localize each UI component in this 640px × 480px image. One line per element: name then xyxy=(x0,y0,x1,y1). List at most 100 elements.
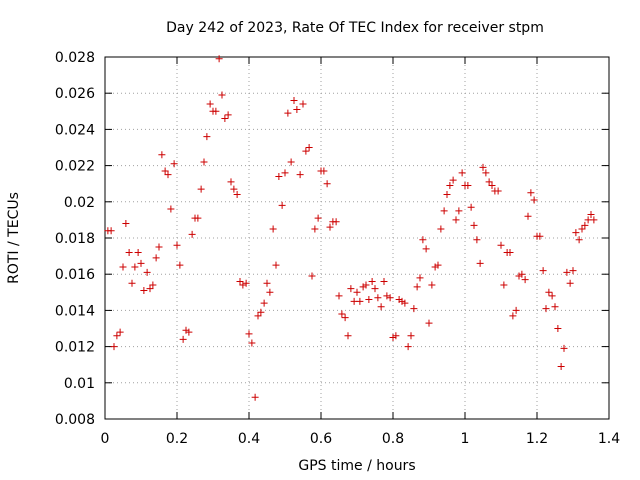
data-point xyxy=(203,133,211,141)
data-point xyxy=(542,305,550,313)
data-point xyxy=(293,105,301,113)
data-point xyxy=(215,55,223,63)
data-point xyxy=(287,158,295,166)
data-point xyxy=(125,248,133,256)
x-tick-label: 0.4 xyxy=(238,431,260,447)
data-point xyxy=(242,279,250,287)
data-point xyxy=(119,263,127,271)
data-point xyxy=(482,169,490,177)
data-point xyxy=(389,334,397,342)
data-point xyxy=(155,243,163,251)
data-point xyxy=(431,263,439,271)
data-point xyxy=(359,283,367,291)
data-point xyxy=(233,191,241,199)
data-point xyxy=(458,169,466,177)
data-point xyxy=(140,286,148,294)
data-point xyxy=(455,207,463,215)
data-point xyxy=(236,277,244,285)
data-point xyxy=(416,274,424,282)
data-point xyxy=(476,259,484,267)
data-point xyxy=(410,305,418,313)
data-point xyxy=(182,326,190,334)
data-point xyxy=(362,281,370,289)
data-point xyxy=(536,232,544,240)
data-point xyxy=(296,171,304,179)
data-point xyxy=(581,221,589,229)
data-points xyxy=(104,55,598,401)
plot-frame xyxy=(104,56,610,420)
data-point xyxy=(488,182,496,190)
data-point xyxy=(380,277,388,285)
data-point xyxy=(500,281,508,289)
data-point xyxy=(356,297,364,305)
data-point xyxy=(473,236,481,244)
x-tick-label: 1.4 xyxy=(598,431,620,447)
data-point xyxy=(518,270,526,278)
data-point xyxy=(446,182,454,190)
data-point xyxy=(128,279,136,287)
data-point xyxy=(527,189,535,197)
data-point xyxy=(269,225,277,233)
data-point xyxy=(341,314,349,322)
data-point xyxy=(161,167,169,175)
data-point xyxy=(392,332,400,340)
x-tick-label: 1 xyxy=(461,431,470,447)
data-point xyxy=(239,281,247,289)
data-point xyxy=(116,328,124,336)
data-point xyxy=(251,393,259,401)
data-point xyxy=(218,91,226,99)
data-point xyxy=(107,227,115,235)
x-tick-label: 0.8 xyxy=(382,431,404,447)
data-point xyxy=(230,185,238,193)
data-point xyxy=(524,212,532,220)
data-point xyxy=(131,263,139,271)
data-point xyxy=(194,214,202,222)
y-tick-label: 0.022 xyxy=(55,159,95,175)
data-point xyxy=(569,267,577,275)
data-point xyxy=(206,100,214,108)
data-point xyxy=(470,221,478,229)
data-point xyxy=(509,312,517,320)
data-point xyxy=(506,248,514,256)
data-point xyxy=(284,109,292,117)
data-point xyxy=(188,230,196,238)
data-point xyxy=(320,167,328,175)
data-point xyxy=(260,299,268,307)
data-point xyxy=(185,328,193,336)
y-tick-label: 0.028 xyxy=(55,50,95,66)
data-point xyxy=(485,178,493,186)
data-point xyxy=(440,207,448,215)
data-point xyxy=(464,182,472,190)
data-point xyxy=(332,218,340,226)
data-point xyxy=(374,294,382,302)
data-point xyxy=(179,335,187,343)
data-point xyxy=(266,288,274,296)
data-point xyxy=(200,158,208,166)
data-point xyxy=(551,303,559,311)
data-point xyxy=(134,248,142,256)
data-point xyxy=(479,163,487,171)
data-point xyxy=(557,363,565,371)
data-point xyxy=(278,201,286,209)
axis-ticks: 0 0.2 0.4 0.6 0.8 1 1.2 1.4 0.008 0.01 0.012 0.014 0… xyxy=(55,50,620,447)
data-point xyxy=(395,296,403,304)
data-point xyxy=(254,312,262,320)
data-point xyxy=(149,281,157,289)
data-point xyxy=(443,191,451,199)
x-axis-label: GPS time / hours xyxy=(298,458,415,474)
y-tick-label: 0.008 xyxy=(55,412,95,428)
y-tick-label: 0.016 xyxy=(55,267,95,283)
y-tick-label: 0.024 xyxy=(55,122,95,138)
data-point xyxy=(590,216,598,224)
data-point xyxy=(272,261,280,269)
data-point xyxy=(554,325,562,332)
data-point xyxy=(113,332,121,340)
data-point xyxy=(164,171,172,179)
data-point xyxy=(560,344,568,352)
data-point xyxy=(578,225,586,233)
data-point xyxy=(299,100,307,108)
data-point xyxy=(512,306,520,314)
data-point xyxy=(386,294,394,302)
data-point xyxy=(176,261,184,269)
data-point xyxy=(545,288,553,296)
